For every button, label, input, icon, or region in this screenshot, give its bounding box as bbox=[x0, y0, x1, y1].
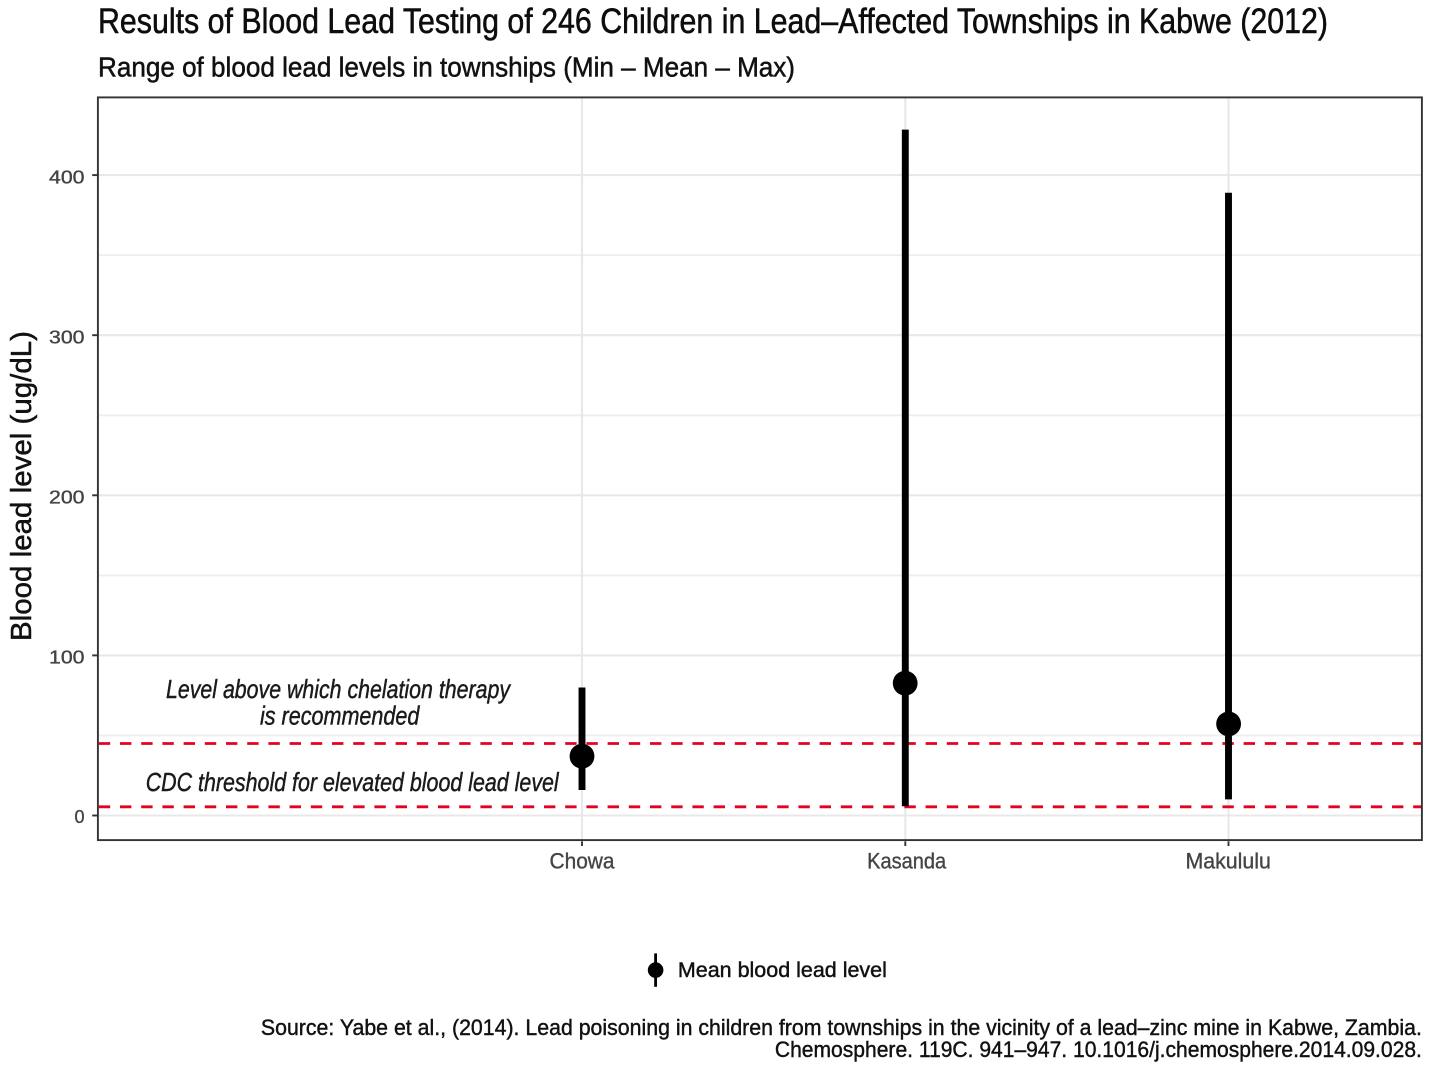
svg-text:Makululu: Makululu bbox=[1185, 849, 1271, 874]
svg-text:Chowa: Chowa bbox=[550, 849, 615, 874]
svg-text:0: 0 bbox=[74, 807, 84, 827]
svg-text:200: 200 bbox=[49, 488, 85, 508]
svg-text:Blood lead level (ug/dL): Blood lead level (ug/dL) bbox=[6, 331, 38, 641]
svg-text:Range of blood lead levels in: Range of blood lead levels in townships … bbox=[98, 52, 795, 83]
svg-text:Mean blood lead level: Mean blood lead level bbox=[678, 958, 887, 982]
svg-text:is recommended: is recommended bbox=[260, 701, 421, 731]
svg-text:400: 400 bbox=[49, 167, 85, 187]
svg-text:Chemosphere. 119C. 941–947. 10: Chemosphere. 119C. 941–947. 10.1016/j.ch… bbox=[775, 1037, 1422, 1062]
svg-text:300: 300 bbox=[49, 328, 85, 348]
svg-text:100: 100 bbox=[49, 648, 85, 668]
svg-text:Source: Yabe et al., (2014). L: Source: Yabe et al., (2014). Lead poison… bbox=[261, 1015, 1422, 1040]
svg-text:Results of Blood Lead Testing: Results of Blood Lead Testing of 246 Chi… bbox=[98, 2, 1328, 41]
svg-text:CDC threshold for elevated blo: CDC threshold for elevated blood lead le… bbox=[146, 767, 560, 797]
svg-text:Kasanda: Kasanda bbox=[867, 849, 946, 874]
svg-text:Level above which chelation th: Level above which chelation therapy bbox=[166, 674, 512, 704]
